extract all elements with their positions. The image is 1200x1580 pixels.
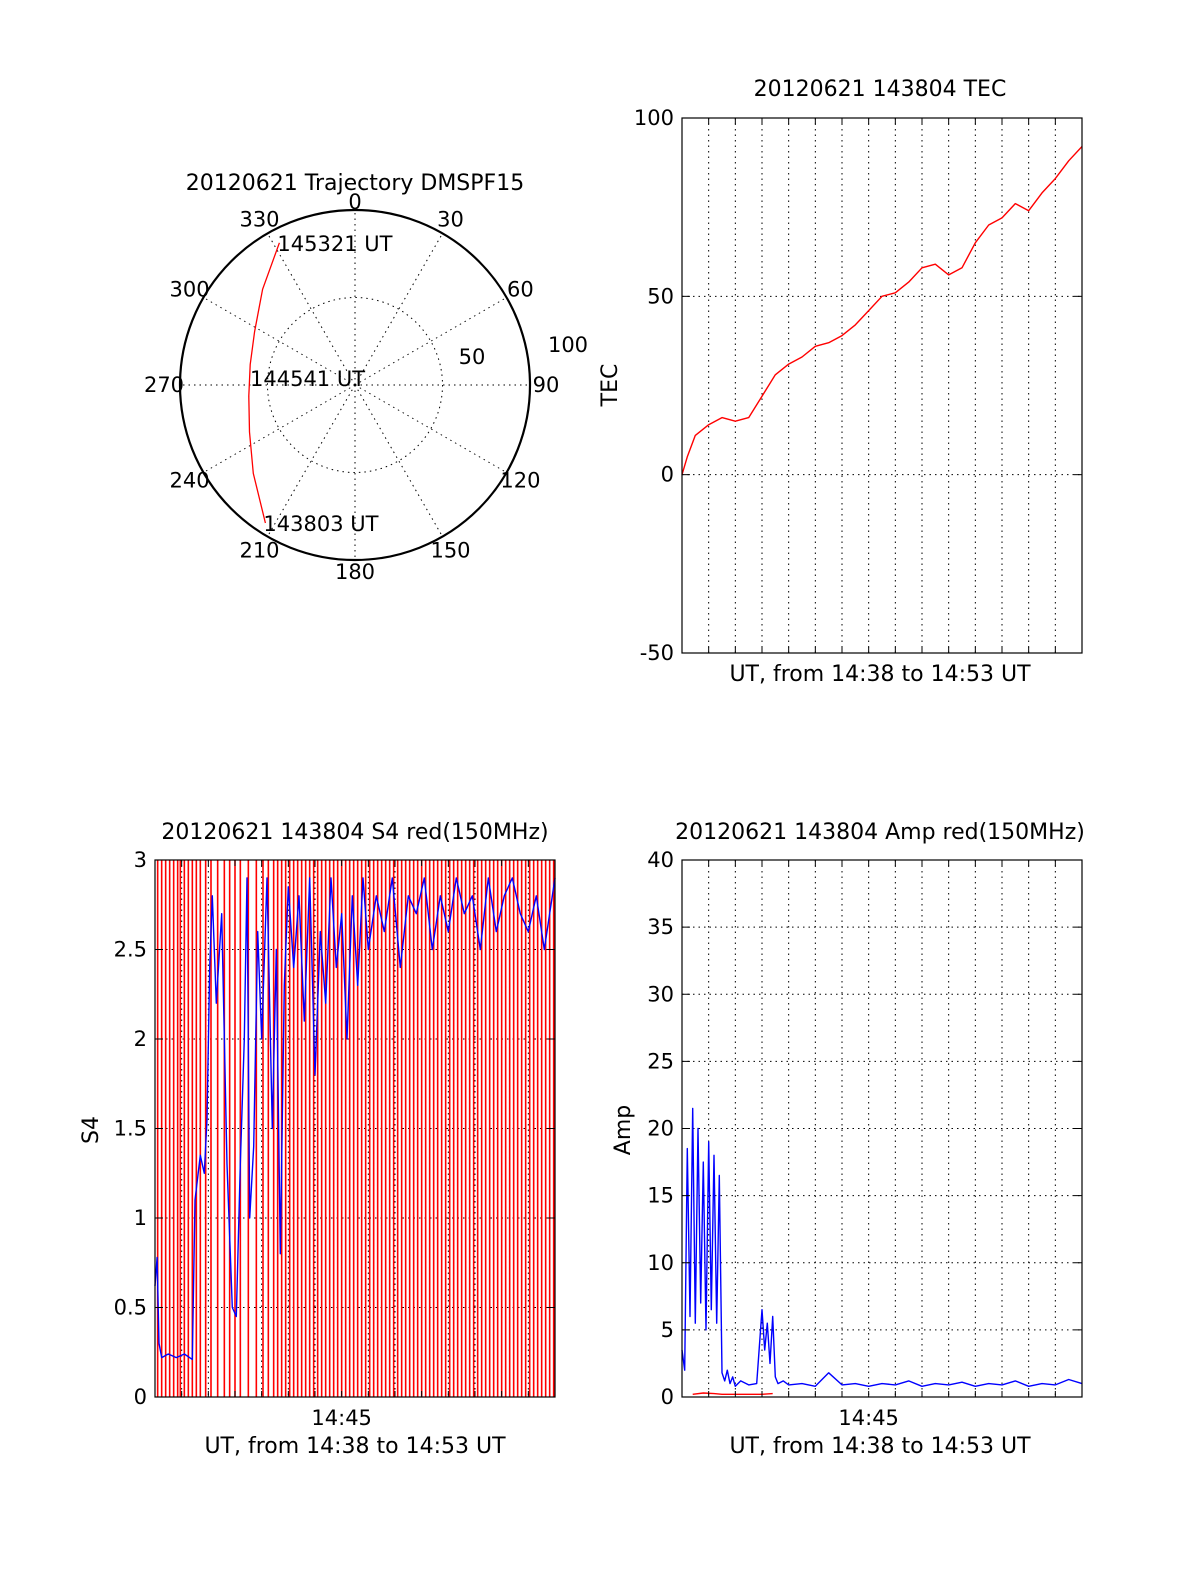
tec-title: 20120621 143804 TEC: [754, 77, 1007, 102]
polar-angle-tick: 180: [335, 560, 375, 584]
y-tick-label: 30: [647, 982, 674, 1006]
y-tick-label: 1.5: [114, 1117, 147, 1141]
series-line-blue: [681, 1107, 1083, 1387]
y-tick-label: 0: [134, 1385, 147, 1409]
y-tick-label: -50: [640, 641, 674, 665]
polar-angle-tick: 300: [170, 278, 210, 302]
amp-panel: 20120621 143804 Amp red(150MHz) 0 5 10 15 20…: [611, 820, 1085, 1459]
trajectory-time-label: 145321 UT: [277, 232, 392, 256]
series-line-red: [681, 146, 1083, 475]
polar-angle-tick: 90: [533, 373, 560, 397]
y-tick-label: 100: [634, 106, 674, 130]
trajectory-panel: 20120621 Trajectory DMSPF15 0 30 60 90 120 15…: [144, 171, 588, 584]
s4-panel: 20120621 143804 S4 red(150MHz) 0 0.5 1 1.5 2…: [79, 820, 556, 1459]
polar-angle-tick: 330: [239, 208, 279, 232]
y-tick-label: 0.5: [114, 1296, 147, 1320]
y-tick-label: 25: [647, 1049, 674, 1073]
polar-angle-tick: 60: [507, 278, 534, 302]
tec-plot-frame: [681, 117, 1083, 654]
trajectory-line: [248, 242, 281, 524]
trajectory-time-label: 144541 UT: [250, 367, 365, 391]
tec-y-label: TEC: [598, 364, 623, 408]
amp-grid: [682, 860, 1082, 1397]
y-tick-label: 0: [661, 1385, 674, 1409]
polar-angle-tick: 270: [144, 373, 184, 397]
y-tick-label: 15: [647, 1184, 674, 1208]
polar-outer-ring: [178, 208, 532, 562]
polar-angle-tick: 150: [430, 538, 470, 562]
s4-series: [154, 877, 556, 1361]
trajectory-annotations: 145321 UT 144541 UT 143803 UT: [250, 232, 393, 536]
polar-grid: [178, 208, 532, 562]
amp-plot-frame: [681, 859, 1083, 1398]
y-tick-label: 35: [647, 915, 674, 939]
y-tick-label: 10: [647, 1251, 674, 1275]
s4-y-ticks: 0 0.5 1 1.5 2 2.5 3: [114, 848, 556, 1409]
y-tick-label: 1: [134, 1206, 147, 1230]
y-tick-label: 5: [661, 1318, 674, 1342]
polar-angle-tick: 120: [500, 469, 540, 493]
tec-x-label: UT, from 14:38 to 14:53 UT: [729, 662, 1031, 687]
y-tick-label: 3: [134, 848, 147, 872]
y-tick-label: 2.5: [114, 938, 147, 962]
radial-tick-50: 50: [459, 345, 486, 369]
amp-series: [681, 1107, 1083, 1395]
trajectory-time-label: 143803 UT: [263, 512, 378, 536]
s4-y-label: S4: [79, 1116, 104, 1144]
polar-angle-tick: 240: [170, 469, 210, 493]
amp-x-label: UT, from 14:38 to 14:53 UT: [729, 1434, 1031, 1459]
amp-x-ticks: 14:45: [838, 1406, 899, 1430]
polar-ring-50: [267, 297, 443, 473]
y-tick-label: 40: [647, 848, 674, 872]
tec-grid: [682, 118, 1082, 653]
x-tick-label: 14:45: [838, 1406, 899, 1430]
series-line-red: [692, 1392, 773, 1395]
x-tick-label: 14:45: [311, 1406, 372, 1430]
trajectory-title: 20120621 Trajectory DMSPF15: [186, 171, 524, 196]
trajectory-series: [248, 242, 281, 524]
polar-spoke: [354, 297, 507, 386]
amp-title: 20120621 143804 Amp red(150MHz): [675, 820, 1085, 845]
polar-spoke: [354, 384, 507, 473]
tec-y-ticks: -50 0 50 100: [634, 106, 1083, 665]
y-tick-label: 0: [661, 463, 674, 487]
s4-x-label: UT, from 14:38 to 14:53 UT: [204, 1434, 506, 1459]
y-tick-label: 50: [647, 284, 674, 308]
polar-spoke: [203, 384, 356, 473]
y-tick-label: 20: [647, 1117, 674, 1141]
polar-angle-tick: 210: [239, 538, 279, 562]
y-tick-label: 2: [134, 1027, 147, 1051]
s4-title: 20120621 143804 S4 red(150MHz): [161, 820, 548, 845]
tec-series: [681, 146, 1083, 475]
polar-angle-tick: 30: [437, 208, 464, 232]
s4-x-ticks: 14:45: [311, 1406, 372, 1430]
series-line-blue: [154, 877, 556, 1361]
amp-y-label: Amp: [611, 1105, 636, 1155]
tec-panel: 20120621 143804 TEC -50 0 50 100 UT, from 1…: [598, 77, 1083, 687]
radial-tick-100: 100: [548, 333, 588, 357]
polar-angle-tick: 0: [348, 190, 361, 214]
amp-y-ticks: 0 5 10 15 20 25 30 35 40: [647, 848, 1083, 1409]
polar-spoke: [267, 233, 356, 386]
polar-angle-ticks: 0 30 60 90 120 150 180 210 240 270 300 330: [144, 190, 559, 584]
